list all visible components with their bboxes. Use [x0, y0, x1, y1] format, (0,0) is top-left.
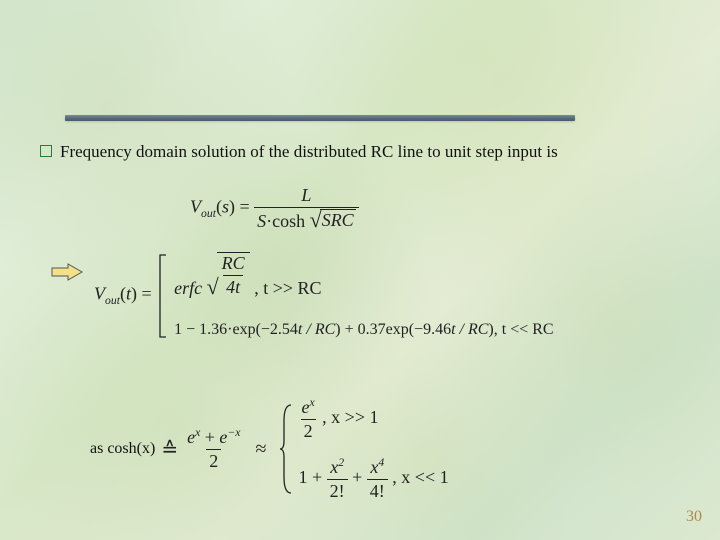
cosh-branch1: ex 2 , x >> 1 — [298, 396, 448, 442]
eq2-b1-cond: , t >> RC — [254, 278, 321, 298]
equation-vout-s: Vout(s) = L S·cosh √ SRC — [190, 185, 359, 232]
eq2-branch1: erfc √ RC 4t , t >> RC — [174, 252, 553, 299]
cosh-b2-prefix: 1 + — [298, 467, 326, 487]
cosh-label: as cosh(x) — [90, 440, 155, 458]
cosh-b1-den: 2 — [301, 419, 316, 442]
eq2-b2-m1: t / RC — [298, 321, 335, 338]
eq1-sqrt-body: SRC — [322, 210, 354, 231]
arrow-icon — [50, 262, 84, 287]
eq1-den-left: S — [257, 211, 266, 231]
eq2-b1-sqrt-num: RC — [219, 253, 248, 275]
eq1-lhs-sub: out — [201, 207, 216, 220]
eq2-b1-sqrt-den: 4t — [223, 275, 243, 298]
cosh-mid-b-sup: −x — [227, 426, 240, 439]
eq2-b2-m3: t / RC — [451, 321, 488, 338]
eq2-b1-func: erfc — [174, 278, 202, 298]
cosh-definition: as cosh(x) ≙ ex + e−x 2 ≈ ex 2 , x >> 1 … — [90, 396, 449, 502]
cosh-b2-t1s: 2 — [338, 456, 344, 469]
cosh-mid-den: 2 — [206, 449, 221, 472]
eq2-b1-sqrt: √ RC 4t — [207, 252, 250, 298]
page-number: 30 — [686, 508, 702, 526]
eq1-den-func: cosh — [272, 211, 305, 231]
bullet-marker — [40, 145, 52, 157]
eq2-b2-prefix: 1 − 1.36·exp(−2.54 — [174, 321, 298, 338]
bullet-item: Frequency domain solution of the distrib… — [40, 142, 558, 162]
eq1-fraction: L S·cosh √ SRC — [254, 185, 359, 232]
approx-symbol: ≈ — [256, 438, 267, 461]
cosh-mid-frac: ex + e−x 2 — [184, 426, 243, 472]
bullet-text: Frequency domain solution of the distrib… — [60, 142, 558, 162]
eq2-lhs-sub: out — [105, 294, 120, 307]
left-brace-icon — [278, 401, 294, 497]
eq2-lhs-var: V — [94, 284, 105, 304]
cosh-mid-a: e — [187, 427, 195, 447]
left-bracket-icon — [156, 253, 170, 339]
eq1-numerator: L — [298, 185, 314, 207]
eq1-sqrt: √ SRC — [310, 209, 356, 231]
cosh-branch2: 1 + x2 2! + x4 4! , x << 1 — [298, 456, 448, 502]
title-underline — [65, 115, 575, 121]
cosh-b2-t2d: 4! — [367, 479, 388, 502]
eq2-b2-cond: , t << RC — [494, 321, 554, 338]
eq2-b2-m2: ) + 0.37exp(−9.46 — [335, 321, 451, 338]
cosh-b1-sup: x — [309, 396, 314, 409]
cosh-b2-plus: + — [352, 467, 367, 487]
cosh-b1-cond: , x >> 1 — [322, 407, 378, 427]
eq2-branch2: 1 − 1.36·exp(−2.54t / RC) + 0.37exp(−9.4… — [174, 321, 553, 339]
cosh-b2-t2s: 4 — [378, 456, 384, 469]
cosh-b2-t1d: 2! — [327, 479, 348, 502]
eq1-lhs-var: V — [190, 197, 201, 217]
eq1-lhs-arg: s — [222, 197, 229, 217]
defeq-symbol: ≙ — [161, 437, 178, 462]
cosh-mid-plus: + — [200, 427, 219, 447]
equation-vout-t: Vout(t) = erfc √ RC 4t , t >> RC — [94, 252, 554, 339]
cosh-b2-cond: , x << 1 — [392, 467, 448, 487]
